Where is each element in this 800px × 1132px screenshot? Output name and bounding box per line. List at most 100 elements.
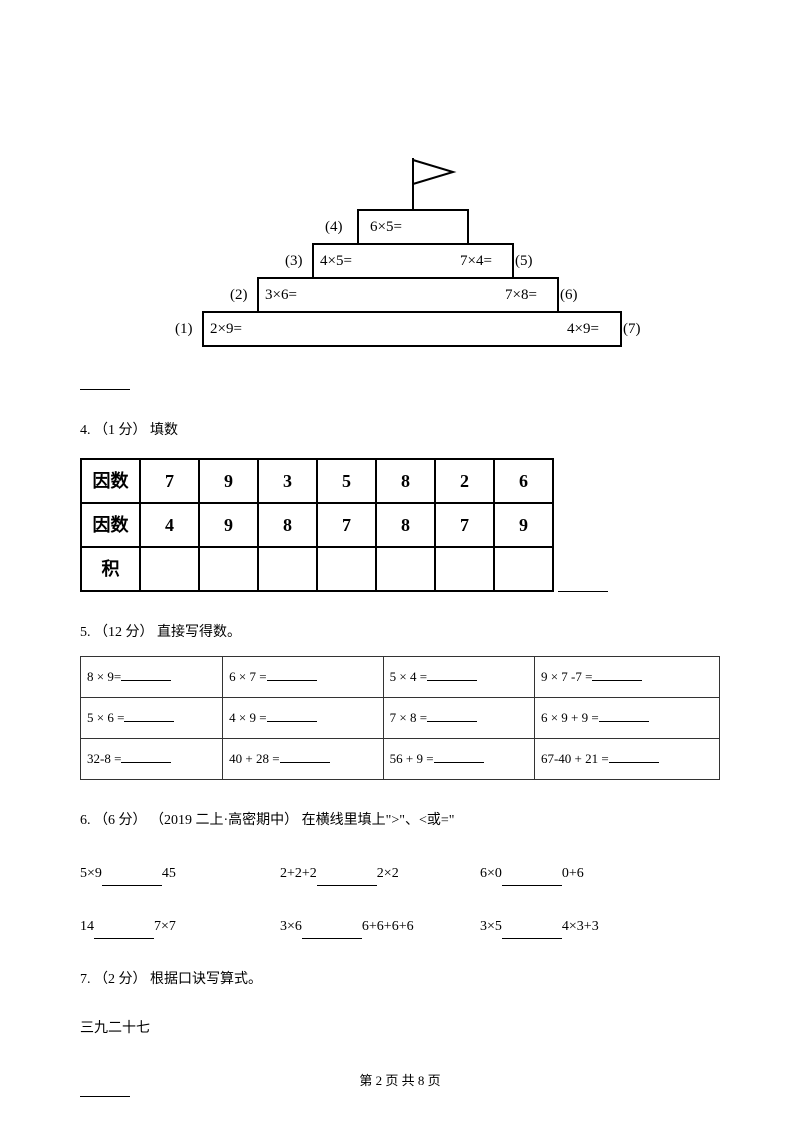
table-cell[interactable] xyxy=(258,547,317,591)
svg-text:(3): (3) xyxy=(285,253,303,269)
table-cell: 8 xyxy=(376,459,435,503)
table-cell: 3 xyxy=(258,459,317,503)
answer-blank[interactable] xyxy=(267,709,317,722)
ws-cell: 67-40 + 21 = xyxy=(534,738,719,779)
table-cell[interactable] xyxy=(435,547,494,591)
q6-num: 6. xyxy=(80,813,91,828)
answer-blank[interactable] xyxy=(267,668,317,681)
q6-src: （2019 二上·高密期中） xyxy=(150,813,298,828)
q7-num: 7. xyxy=(80,972,91,987)
q5-text: 直接写得数。 xyxy=(157,625,241,640)
compare-row: 5×9452+2+22×26×00+6 xyxy=(80,861,720,886)
compare-item: 2+2+22×2 xyxy=(280,861,480,886)
compare-item: 3×66+6+6+6 xyxy=(280,914,480,939)
q4-pts: （1 分） xyxy=(94,423,147,438)
table-cell: 7 xyxy=(140,459,199,503)
svg-text:(2): (2) xyxy=(230,287,248,303)
q4-num: 4. xyxy=(80,423,91,438)
ws-cell: 9 × 7 -7 = xyxy=(534,656,719,697)
question-5: 5. （12 分） 直接写得数。 xyxy=(80,620,720,645)
table-cell[interactable] xyxy=(376,547,435,591)
svg-text:6×5=: 6×5= xyxy=(370,219,402,235)
table-cell[interactable] xyxy=(317,547,376,591)
mnemonic-text: 三九二十七 xyxy=(80,1016,720,1041)
svg-text:(5): (5) xyxy=(515,253,533,269)
q5-num: 5. xyxy=(80,625,91,640)
table-cell: 9 xyxy=(199,503,258,547)
table-cell: 4 xyxy=(140,503,199,547)
ws-cell: 8 × 9= xyxy=(81,656,223,697)
table-cell: 7 xyxy=(317,503,376,547)
svg-text:3×6=: 3×6= xyxy=(265,287,297,303)
answer-blank[interactable] xyxy=(427,709,477,722)
svg-text:(7): (7) xyxy=(623,321,641,337)
ws-cell: 6 × 9 + 9 = xyxy=(534,697,719,738)
page-footer: 第 2 页 共 8 页 xyxy=(0,1069,800,1092)
factors-table: 因数7935826 因数4987879 积 xyxy=(80,458,554,592)
compare-item: 5×945 xyxy=(80,861,280,886)
svg-text:(4): (4) xyxy=(325,219,343,235)
blank-line xyxy=(80,375,130,390)
compare-blank[interactable] xyxy=(94,924,154,939)
row-label: 积 xyxy=(81,547,140,591)
question-7: 7. （2 分） 根据口诀写算式。 xyxy=(80,967,720,992)
blank-line xyxy=(558,577,608,592)
q6-pts: （6 分） xyxy=(94,813,147,828)
answer-blank[interactable] xyxy=(124,709,174,722)
table-cell[interactable] xyxy=(494,547,553,591)
answer-blank[interactable] xyxy=(280,750,330,763)
table-cell[interactable] xyxy=(199,547,258,591)
answer-blank[interactable] xyxy=(427,668,477,681)
svg-text:7×8=: 7×8= xyxy=(505,287,537,303)
answer-blank[interactable] xyxy=(592,668,642,681)
answer-blank[interactable] xyxy=(121,750,171,763)
table-cell: 9 xyxy=(494,503,553,547)
question-6: 6. （6 分） （2019 二上·高密期中） 在横线里填上">"、<或=" xyxy=(80,808,720,833)
compare-blank[interactable] xyxy=(102,871,162,886)
compare-blank[interactable] xyxy=(502,871,562,886)
svg-text:(6): (6) xyxy=(560,287,578,303)
table-cell[interactable] xyxy=(140,547,199,591)
ws-cell: 7 × 8 = xyxy=(383,697,534,738)
table-cell: 9 xyxy=(199,459,258,503)
table-cell: 5 xyxy=(317,459,376,503)
row-label: 因数 xyxy=(81,459,140,503)
svg-text:7×4=: 7×4= xyxy=(460,253,492,269)
compare-item: 3×54×3+3 xyxy=(480,914,680,939)
svg-text:4×5=: 4×5= xyxy=(320,253,352,269)
q4-text: 填数 xyxy=(150,423,178,438)
pyramid-figure: (1) 2×9= (2) 3×6= (3) 4×5= (4) 6×5= (5) 7×4= (6) 7×… xyxy=(175,80,625,355)
ws-cell: 40 + 28 = xyxy=(223,738,384,779)
answer-blank[interactable] xyxy=(609,750,659,763)
q6-text: 在横线里填上">"、<或=" xyxy=(302,813,455,828)
svg-text:4×9=: 4×9= xyxy=(567,321,599,337)
answer-blank[interactable] xyxy=(121,668,171,681)
compare-blank[interactable] xyxy=(302,924,362,939)
pyramid-svg: (1) 2×9= (2) 3×6= (3) 4×5= (4) 6×5= (5) 7×4= (6) 7×… xyxy=(175,80,655,355)
row-label: 因数 xyxy=(81,503,140,547)
table-cell: 8 xyxy=(258,503,317,547)
svg-text:(1): (1) xyxy=(175,321,193,337)
q5-pts: （12 分） xyxy=(94,625,154,640)
table-cell: 8 xyxy=(376,503,435,547)
answer-blank[interactable] xyxy=(434,750,484,763)
compare-blank[interactable] xyxy=(502,924,562,939)
table-cell: 7 xyxy=(435,503,494,547)
table-cell: 6 xyxy=(494,459,553,503)
ws-cell: 56 + 9 = xyxy=(383,738,534,779)
compare-row: 147×73×66+6+6+63×54×3+3 xyxy=(80,914,720,939)
answer-blank[interactable] xyxy=(599,709,649,722)
ws-cell: 32-8 = xyxy=(81,738,223,779)
q7-pts: （2 分） xyxy=(94,972,147,987)
ws-cell: 5 × 6 = xyxy=(81,697,223,738)
question-4: 4. （1 分） 填数 xyxy=(80,418,720,443)
worksheet-table: 8 × 9=6 × 7 =5 × 4 =9 × 7 -7 = 5 × 6 =4 … xyxy=(80,656,720,780)
compare-item: 147×7 xyxy=(80,914,280,939)
compare-blank[interactable] xyxy=(317,871,377,886)
ws-cell: 6 × 7 = xyxy=(223,656,384,697)
table-cell: 2 xyxy=(435,459,494,503)
ws-cell: 4 × 9 = xyxy=(223,697,384,738)
q7-text: 根据口诀写算式。 xyxy=(150,972,262,987)
svg-text:2×9=: 2×9= xyxy=(210,321,242,337)
ws-cell: 5 × 4 = xyxy=(383,656,534,697)
